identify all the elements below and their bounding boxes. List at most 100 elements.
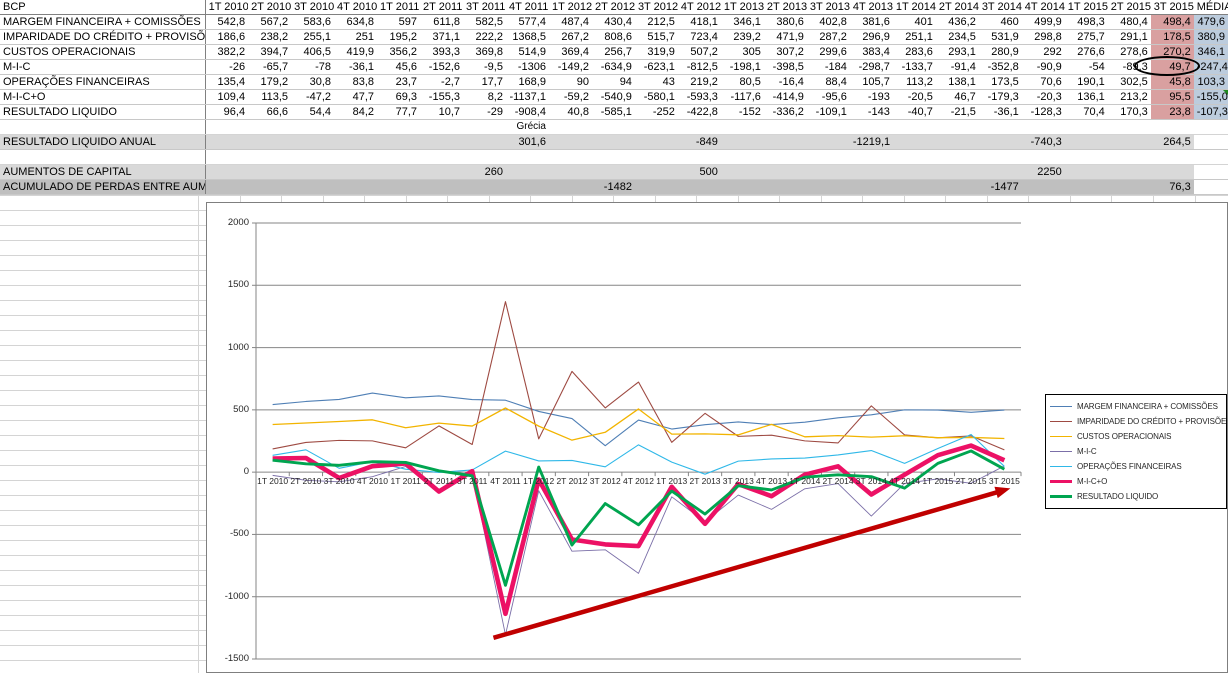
table-cell[interactable]: 255,1 — [291, 29, 335, 45]
table-cell[interactable] — [1193, 164, 1228, 180]
table-cell[interactable] — [849, 179, 893, 195]
table-cell[interactable]: 292 — [1021, 44, 1065, 60]
table-cell[interactable]: 23,8 — [1150, 104, 1194, 120]
table-cell[interactable]: 542,8 — [204, 14, 249, 30]
table-cell[interactable]: -78 — [291, 59, 335, 75]
table-cell[interactable]: -198,1 — [720, 59, 764, 75]
table-cell[interactable]: 251 — [334, 29, 378, 45]
table-cell[interactable]: 430,4 — [591, 14, 635, 30]
table-cell[interactable]: 460 — [978, 14, 1022, 30]
table-column-header[interactable]: 4T 2011 — [505, 0, 549, 15]
table-column-header[interactable]: 2T 2010 — [248, 0, 292, 15]
table-cell[interactable] — [935, 134, 979, 150]
table-cell[interactable] — [1193, 119, 1228, 135]
table-column-header[interactable]: 3T 2013 — [806, 0, 850, 15]
table-cell[interactable]: 380,6 — [763, 14, 807, 30]
table-cell[interactable]: 70,4 — [1064, 104, 1108, 120]
table-cell[interactable]: 10,7 — [420, 104, 463, 120]
table-cell[interactable]: -184 — [806, 59, 850, 75]
table-cell[interactable] — [377, 134, 421, 150]
table-cell[interactable] — [248, 164, 292, 180]
table-cell[interactable]: 291,1 — [1107, 29, 1151, 45]
table-cell[interactable] — [892, 149, 936, 165]
table-cell[interactable]: 222,2 — [463, 29, 506, 45]
table-cell[interactable]: -91,4 — [935, 59, 979, 75]
table-cell[interactable] — [978, 149, 1022, 165]
table-column-header[interactable]: 3T 2010 — [291, 0, 335, 15]
table-column-header[interactable]: 4T 2013 — [849, 0, 893, 15]
table-cell[interactable] — [291, 179, 335, 195]
table-column-header[interactable]: 3T 2012 — [634, 0, 678, 15]
chart-series-line[interactable] — [272, 407, 1005, 441]
table-cell[interactable] — [505, 179, 549, 195]
band-value[interactable]: 264,5 — [1150, 134, 1194, 150]
chart-series-line[interactable] — [272, 443, 1006, 617]
table-cell[interactable]: 270,2 — [1150, 44, 1194, 60]
table-cell[interactable] — [334, 134, 378, 150]
table-cell[interactable]: 597 — [377, 14, 421, 30]
table-cell[interactable] — [849, 164, 893, 180]
table-cell[interactable] — [204, 164, 249, 180]
band-value[interactable]: -1477 — [978, 179, 1022, 195]
table-column-header[interactable]: MÉDIA — [1193, 0, 1228, 15]
table-cell[interactable] — [1064, 119, 1108, 135]
table-cell[interactable] — [892, 119, 936, 135]
table-cell[interactable]: 113,5 — [248, 89, 292, 105]
table-cell[interactable]: -1306 — [505, 59, 549, 75]
table-cell[interactable] — [935, 149, 979, 165]
table-cell[interactable]: 69,3 — [377, 89, 421, 105]
table-cell[interactable]: 238,2 — [248, 29, 292, 45]
table-cell[interactable] — [548, 164, 592, 180]
table-cell[interactable] — [1193, 149, 1228, 165]
table-cell[interactable]: 95,5 — [1150, 89, 1194, 105]
table-cell[interactable]: 66,6 — [248, 104, 292, 120]
legend-item[interactable]: CUSTOS OPERACIONAIS — [1050, 429, 1223, 444]
table-cell[interactable] — [1193, 134, 1228, 150]
table-cell[interactable]: 280,9 — [978, 44, 1022, 60]
table-cell[interactable] — [1107, 179, 1151, 195]
table-cell[interactable] — [892, 164, 936, 180]
chart-legend[interactable]: MARGEM FINANCEIRA + COMISSÕES IMPARIDADE … — [1045, 394, 1227, 509]
table-cell[interactable]: -336,2 — [763, 104, 807, 120]
table-cell[interactable] — [978, 164, 1022, 180]
table-cell[interactable]: -193 — [849, 89, 893, 105]
table-cell[interactable] — [420, 134, 463, 150]
table-cell[interactable]: -90,9 — [1021, 59, 1065, 75]
table-cell[interactable]: 369,4 — [548, 44, 592, 60]
table-cell[interactable]: -155,0 — [1193, 89, 1228, 105]
chart-series-line[interactable] — [272, 392, 1005, 447]
table-cell[interactable] — [591, 134, 635, 150]
table-cell[interactable]: 45,6 — [377, 59, 421, 75]
table-cell[interactable]: -152 — [720, 104, 764, 120]
table-cell[interactable] — [334, 119, 378, 135]
table-cell[interactable] — [1107, 119, 1151, 135]
table-column-header[interactable]: 1T 2011 — [377, 0, 421, 15]
table-cell[interactable] — [892, 134, 936, 150]
table-cell[interactable] — [463, 179, 506, 195]
table-cell[interactable] — [763, 134, 807, 150]
table-cell[interactable]: 723,4 — [677, 29, 721, 45]
table-cell[interactable]: 307,2 — [763, 44, 807, 60]
legend-item[interactable]: OPERAÇÕES FINANCEIRAS — [1050, 459, 1223, 474]
legend-item[interactable]: RESULTADO LIQUIDO — [1050, 489, 1223, 504]
table-cell[interactable]: 77,7 — [377, 104, 421, 120]
legend-item[interactable]: M-I-C+O — [1050, 474, 1223, 489]
table-cell[interactable]: 499,9 — [1021, 14, 1065, 30]
table-cell[interactable] — [377, 179, 421, 195]
table-cell[interactable]: -128,3 — [1021, 104, 1065, 120]
table-cell[interactable]: -414,9 — [763, 89, 807, 105]
table-column-header[interactable]: 1T 2013 — [720, 0, 764, 15]
table-cell[interactable]: 302,5 — [1107, 74, 1151, 90]
band-value[interactable]: 301,6 — [505, 134, 549, 150]
table-cell[interactable]: 406,5 — [291, 44, 335, 60]
table-cell[interactable] — [420, 164, 463, 180]
table-cell[interactable]: 168,9 — [505, 74, 549, 90]
table-cell[interactable]: -593,3 — [677, 89, 721, 105]
table-cell[interactable]: -540,9 — [591, 89, 635, 105]
table-cell[interactable]: 256,7 — [591, 44, 635, 60]
table-cell[interactable]: 583,6 — [291, 14, 335, 30]
table-cell[interactable]: -133,7 — [892, 59, 936, 75]
table-cell[interactable]: -20,5 — [892, 89, 936, 105]
table-cell[interactable]: -143 — [849, 104, 893, 120]
table-cell[interactable]: 371,1 — [420, 29, 463, 45]
